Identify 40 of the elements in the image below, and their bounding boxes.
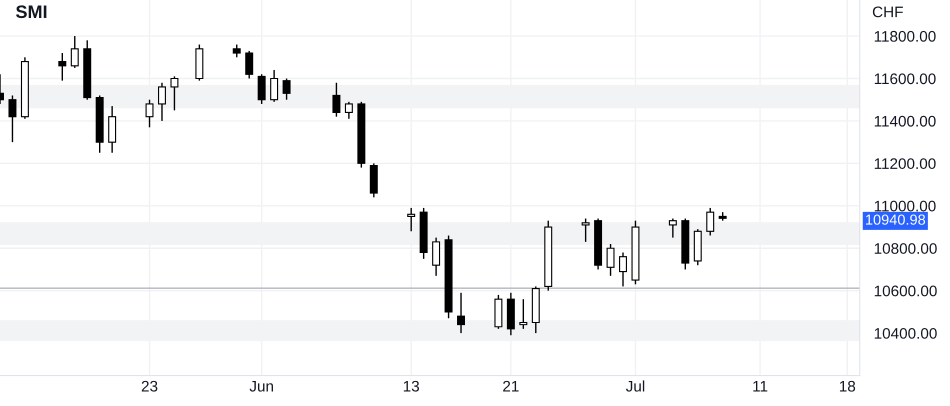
candlestick [258, 74, 266, 105]
candlestick [706, 207, 714, 236]
candlestick [245, 50, 254, 80]
candlestick [407, 207, 416, 232]
chart-title: SMI [16, 5, 46, 18]
candlestick [8, 94, 16, 143]
x-tick-label: 21 [503, 380, 519, 392]
candlestick [582, 218, 590, 243]
text: 10940.98 [866, 214, 926, 225]
x-tick-label: 11 [753, 380, 768, 392]
candlestick [158, 82, 166, 122]
x-tick-label: 13 [404, 380, 420, 392]
x-tick-label: Jul [626, 380, 644, 392]
y-tick-label: 10400.00 [874, 328, 937, 339]
candlestick [344, 101, 353, 120]
x-tick-label: Jun [250, 380, 273, 392]
candlestick [270, 69, 278, 103]
candlestick [146, 99, 154, 128]
y-tick-label: 11800.00 [874, 30, 936, 42]
candlestick [232, 44, 241, 58]
candlestick [457, 292, 466, 334]
candlestick [170, 76, 178, 112]
candlestick [432, 236, 440, 277]
x-tick-label: 23 [142, 380, 158, 392]
y-tick-label: 10800.00 [874, 243, 937, 254]
y-tick-label: 10600.00 [874, 286, 937, 296]
x-tick-label: 18 [840, 380, 856, 392]
candlestick [619, 252, 627, 288]
y-tick-label: 11600.00 [874, 73, 936, 84]
y-axis-title: CHF [872, 6, 903, 18]
candlestick [519, 298, 528, 330]
y-tick-label: 11400.00 [874, 116, 936, 127]
candlestick [332, 82, 340, 118]
y-tick-label: 11200.00 [874, 158, 936, 170]
y-tick-label: 11000.00 [874, 200, 936, 212]
candlestick [606, 243, 615, 277]
candlestick [70, 35, 79, 69]
candlestick [58, 52, 66, 82]
candlestick [668, 218, 677, 238]
candlestick [282, 78, 291, 100]
